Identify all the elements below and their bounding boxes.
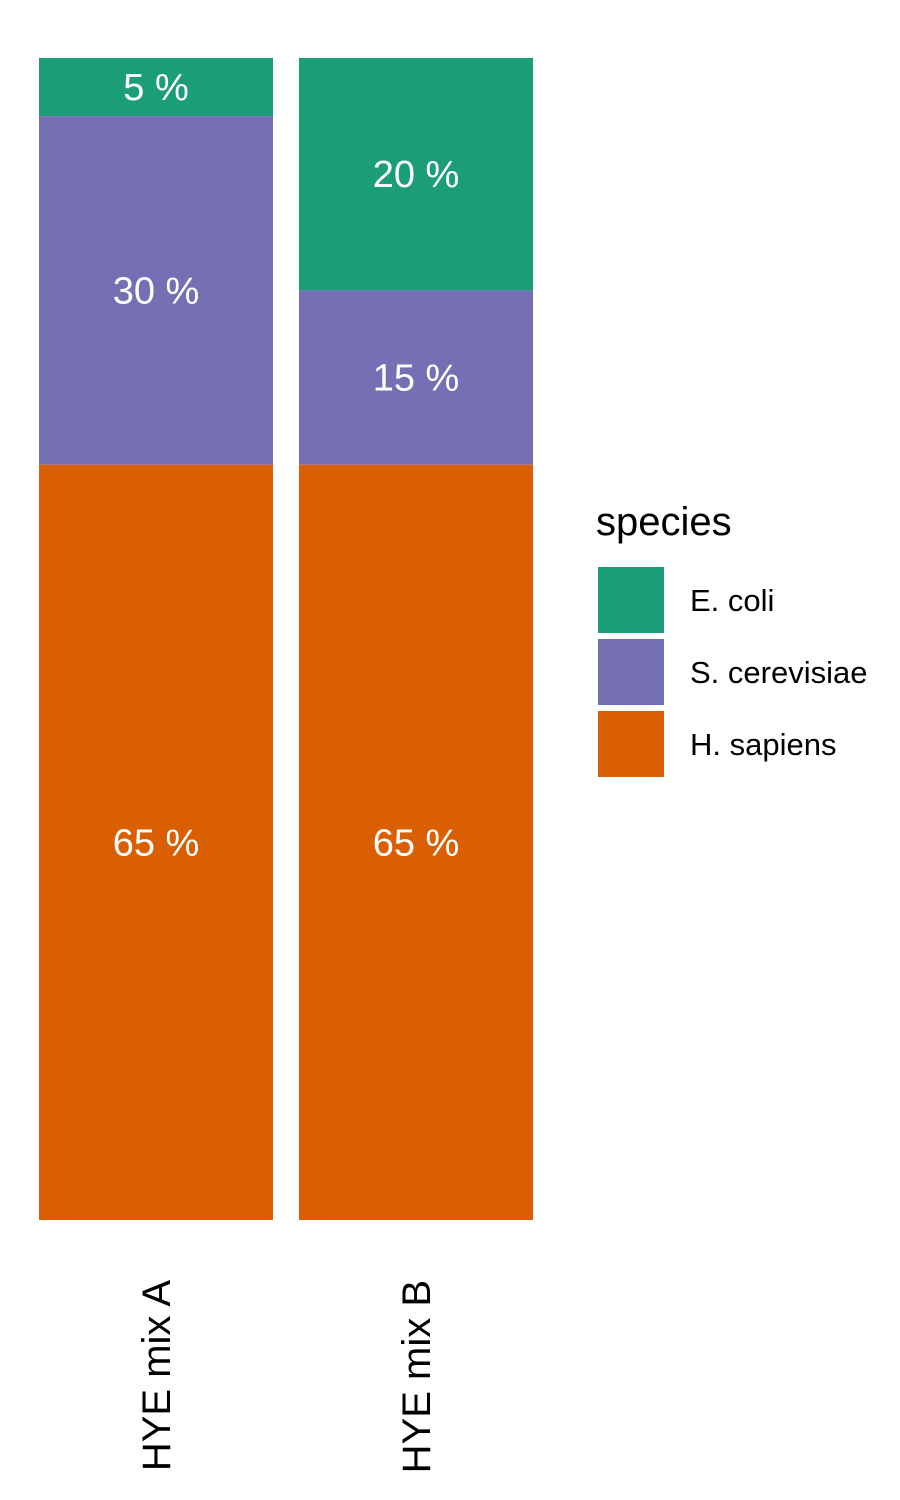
bar-segment-label: 5 % [123,67,188,109]
bar-segment [299,464,533,1220]
bar-segment-label: 65 % [113,822,200,864]
legend-key [598,711,664,777]
legend-label: H. sapiens [690,727,836,762]
plot-area: 5 % 30 % 65 % 20 % 15 % 65 % [39,58,533,1220]
x-axis: HYE mix A HYE mix B [135,1280,439,1474]
bar-segment-label: 30 % [113,270,200,312]
legend-key [598,639,664,705]
legend: species E. coli S. cerevisiae H. sapiens [596,500,867,777]
bar-segment [299,58,533,291]
bar-segment [39,464,273,1220]
bar-segment-label: 15 % [373,358,460,400]
legend-title: species [596,500,732,544]
bar-segment [39,58,273,117]
legend-label: S. cerevisiae [690,655,867,690]
legend-key [598,567,664,633]
bar-segment-label: 65 % [373,822,460,864]
bar-segment-label: 20 % [373,154,460,196]
legend-label: E. coli [690,583,774,618]
x-tick-label: HYE mix A [135,1280,179,1471]
bar-segment [39,116,273,465]
x-tick-label: HYE mix B [395,1280,439,1473]
bar-segment [299,290,533,465]
